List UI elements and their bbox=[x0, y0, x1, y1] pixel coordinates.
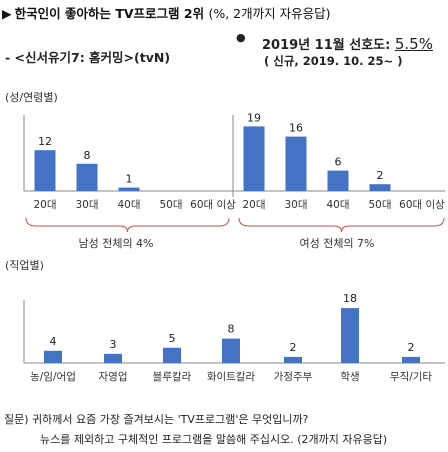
tick-label: 40대 bbox=[326, 199, 349, 211]
female-group-label: 여성 전체의 7% bbox=[299, 237, 374, 250]
bar bbox=[285, 136, 307, 191]
gender-age-chart: 12 20대 8 30대 1 40대 50대 60대 이상 19 20대 16 30대 6 40대 2 50대… bbox=[23, 111, 445, 211]
preference-line: 2019년 11월 선호도: 5.5% bbox=[262, 34, 433, 53]
male-group-label: 남성 전체의 4% bbox=[78, 237, 153, 250]
tick-label: 블루칼라 bbox=[153, 370, 192, 383]
bar bbox=[76, 163, 98, 191]
data-label: 6 bbox=[335, 156, 342, 169]
data-label: 2 bbox=[290, 341, 297, 354]
data-label: 5 bbox=[169, 332, 176, 345]
data-label: 2 bbox=[377, 169, 384, 182]
question-line-2: 뉴스를 제외하고 구체적인 프로그램을 말씀해 주십시오. (2개까지 자유응답… bbox=[40, 433, 388, 446]
tick-label: 학생 bbox=[340, 371, 359, 383]
tick-label: 20대 bbox=[33, 199, 56, 211]
data-label: 12 bbox=[38, 135, 52, 148]
bar bbox=[284, 356, 302, 363]
female-group-brace bbox=[238, 217, 445, 233]
tick-label: 40대 bbox=[117, 199, 140, 211]
tick-label: 50대 bbox=[368, 199, 391, 211]
preference-note: ( 신규, 2019. 10. 25~ ) bbox=[264, 54, 403, 68]
arrow-right-icon: ▶ bbox=[2, 6, 12, 21]
bar bbox=[243, 126, 265, 191]
bar bbox=[341, 308, 359, 363]
male-group-brace bbox=[25, 217, 230, 233]
bullet-icon: ● bbox=[236, 31, 246, 44]
tick-label: 무직/기타 bbox=[390, 371, 433, 383]
chart-subtitle: (%, 2개까지 자유응답) bbox=[208, 6, 331, 21]
group-braces bbox=[25, 217, 445, 233]
data-label: 18 bbox=[343, 292, 357, 305]
bar bbox=[34, 150, 56, 191]
tick-label: 60대 이상 bbox=[399, 199, 445, 211]
data-label: 2 bbox=[408, 341, 415, 354]
data-label: 1 bbox=[126, 173, 133, 186]
data-label: 3 bbox=[110, 338, 117, 351]
chart-title-text: 한국인이 좋아하는 TV프로그램 2위 bbox=[14, 6, 205, 21]
chart-title: ▶ 한국인이 좋아하는 TV프로그램 2위 (%, 2개까지 자유응답) bbox=[2, 3, 330, 22]
section-occupation: (직업별) bbox=[5, 259, 44, 272]
bar bbox=[44, 350, 62, 363]
occupation-chart: 4 농/임/어업 3 자영업 5 블루칼라 8 화이트칼라 2 가정주부 18 학생 2 무직/기타 bbox=[23, 292, 445, 383]
tick-label: 30대 bbox=[284, 199, 307, 211]
tick-label: 20대 bbox=[242, 199, 265, 211]
bar bbox=[104, 353, 122, 363]
tick-label: 화이트칼라 bbox=[207, 370, 256, 383]
bar bbox=[402, 356, 420, 363]
data-label: 8 bbox=[228, 323, 235, 336]
tick-label: 가정주부 bbox=[274, 371, 313, 383]
bar bbox=[118, 187, 140, 191]
bar bbox=[327, 170, 349, 191]
tick-label: 농/임/어업 bbox=[30, 370, 76, 383]
section-gender-age: (성/연령별) bbox=[5, 91, 58, 104]
tick-label: 자영업 bbox=[99, 370, 128, 383]
data-label: 8 bbox=[84, 149, 91, 162]
tick-label: 30대 bbox=[75, 199, 98, 211]
preference-label: 2019년 11월 선호도: bbox=[262, 38, 391, 53]
data-label: 19 bbox=[247, 111, 261, 124]
bar bbox=[369, 184, 391, 191]
tick-label: 60대 이상 bbox=[190, 199, 236, 211]
data-label: 16 bbox=[289, 122, 303, 135]
question-line-1: 질문) 귀하께서 요즘 가장 즐겨보시는 'TV프로그램'은 무엇입니까? bbox=[4, 413, 309, 426]
preference-value: 5.5% bbox=[394, 35, 433, 53]
bar bbox=[163, 347, 181, 363]
tick-label: 50대 bbox=[159, 199, 182, 211]
program-name: - <신서유기7: 홈커밍>(tvN) bbox=[5, 50, 171, 65]
data-label: 4 bbox=[50, 335, 57, 348]
bar bbox=[222, 338, 240, 363]
